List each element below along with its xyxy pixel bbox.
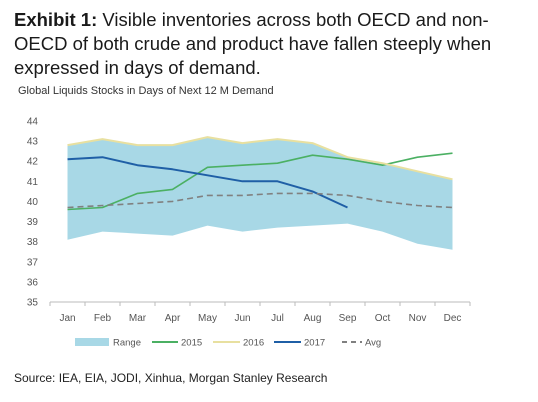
y-tick-label: 43 xyxy=(27,137,39,148)
y-tick-label: 38 xyxy=(27,237,39,248)
legend-label-avg: Avg xyxy=(365,338,381,349)
range-band xyxy=(67,137,453,250)
y-tick-label: 40 xyxy=(27,197,39,208)
source-note: Source: IEA, EIA, JODI, Xinhua, Morgan S… xyxy=(14,371,328,385)
y-tick-label: 42 xyxy=(27,157,39,168)
y-tick-label: 37 xyxy=(27,257,39,268)
exhibit-text: Visible inventories across both OECD and… xyxy=(14,9,492,78)
y-tick-label: 36 xyxy=(27,277,39,288)
x-tick-label: Feb xyxy=(94,313,112,324)
series-line-2017 xyxy=(67,156,348,209)
y-tick-label: 39 xyxy=(27,217,39,228)
legend-label-range: Range xyxy=(113,338,141,349)
x-tick-label: Jan xyxy=(59,313,75,324)
legend-swatch-range xyxy=(75,338,109,346)
x-tick-label: Nov xyxy=(409,313,427,324)
y-tick-label: 41 xyxy=(27,177,39,188)
x-tick-label: Sep xyxy=(339,313,357,324)
x-tick-label: Jul xyxy=(271,313,284,324)
exhibit-heading: Exhibit 1: Visible inventories across bo… xyxy=(14,8,526,80)
y-tick-label: 35 xyxy=(27,298,39,309)
chart-title: Global Liquids Stocks in Days of Next 12… xyxy=(18,85,274,97)
exhibit-label: Exhibit 1: xyxy=(14,9,98,30)
legend-label-2016: 2016 xyxy=(243,338,264,349)
x-tick-label: Oct xyxy=(375,313,391,324)
x-tick-label: May xyxy=(198,313,217,324)
x-tick-label: Aug xyxy=(304,313,322,324)
x-tick-label: Jun xyxy=(234,313,250,324)
legend-label-2017: 2017 xyxy=(304,338,325,349)
legend-label-2015: 2015 xyxy=(181,338,202,349)
x-tick-label: Mar xyxy=(129,313,147,324)
y-tick-label: 44 xyxy=(27,117,39,128)
x-tick-label: Apr xyxy=(165,313,181,324)
series-line-avg xyxy=(67,192,453,209)
x-tick-label: Dec xyxy=(444,313,462,324)
series-line-2016 xyxy=(67,136,453,181)
